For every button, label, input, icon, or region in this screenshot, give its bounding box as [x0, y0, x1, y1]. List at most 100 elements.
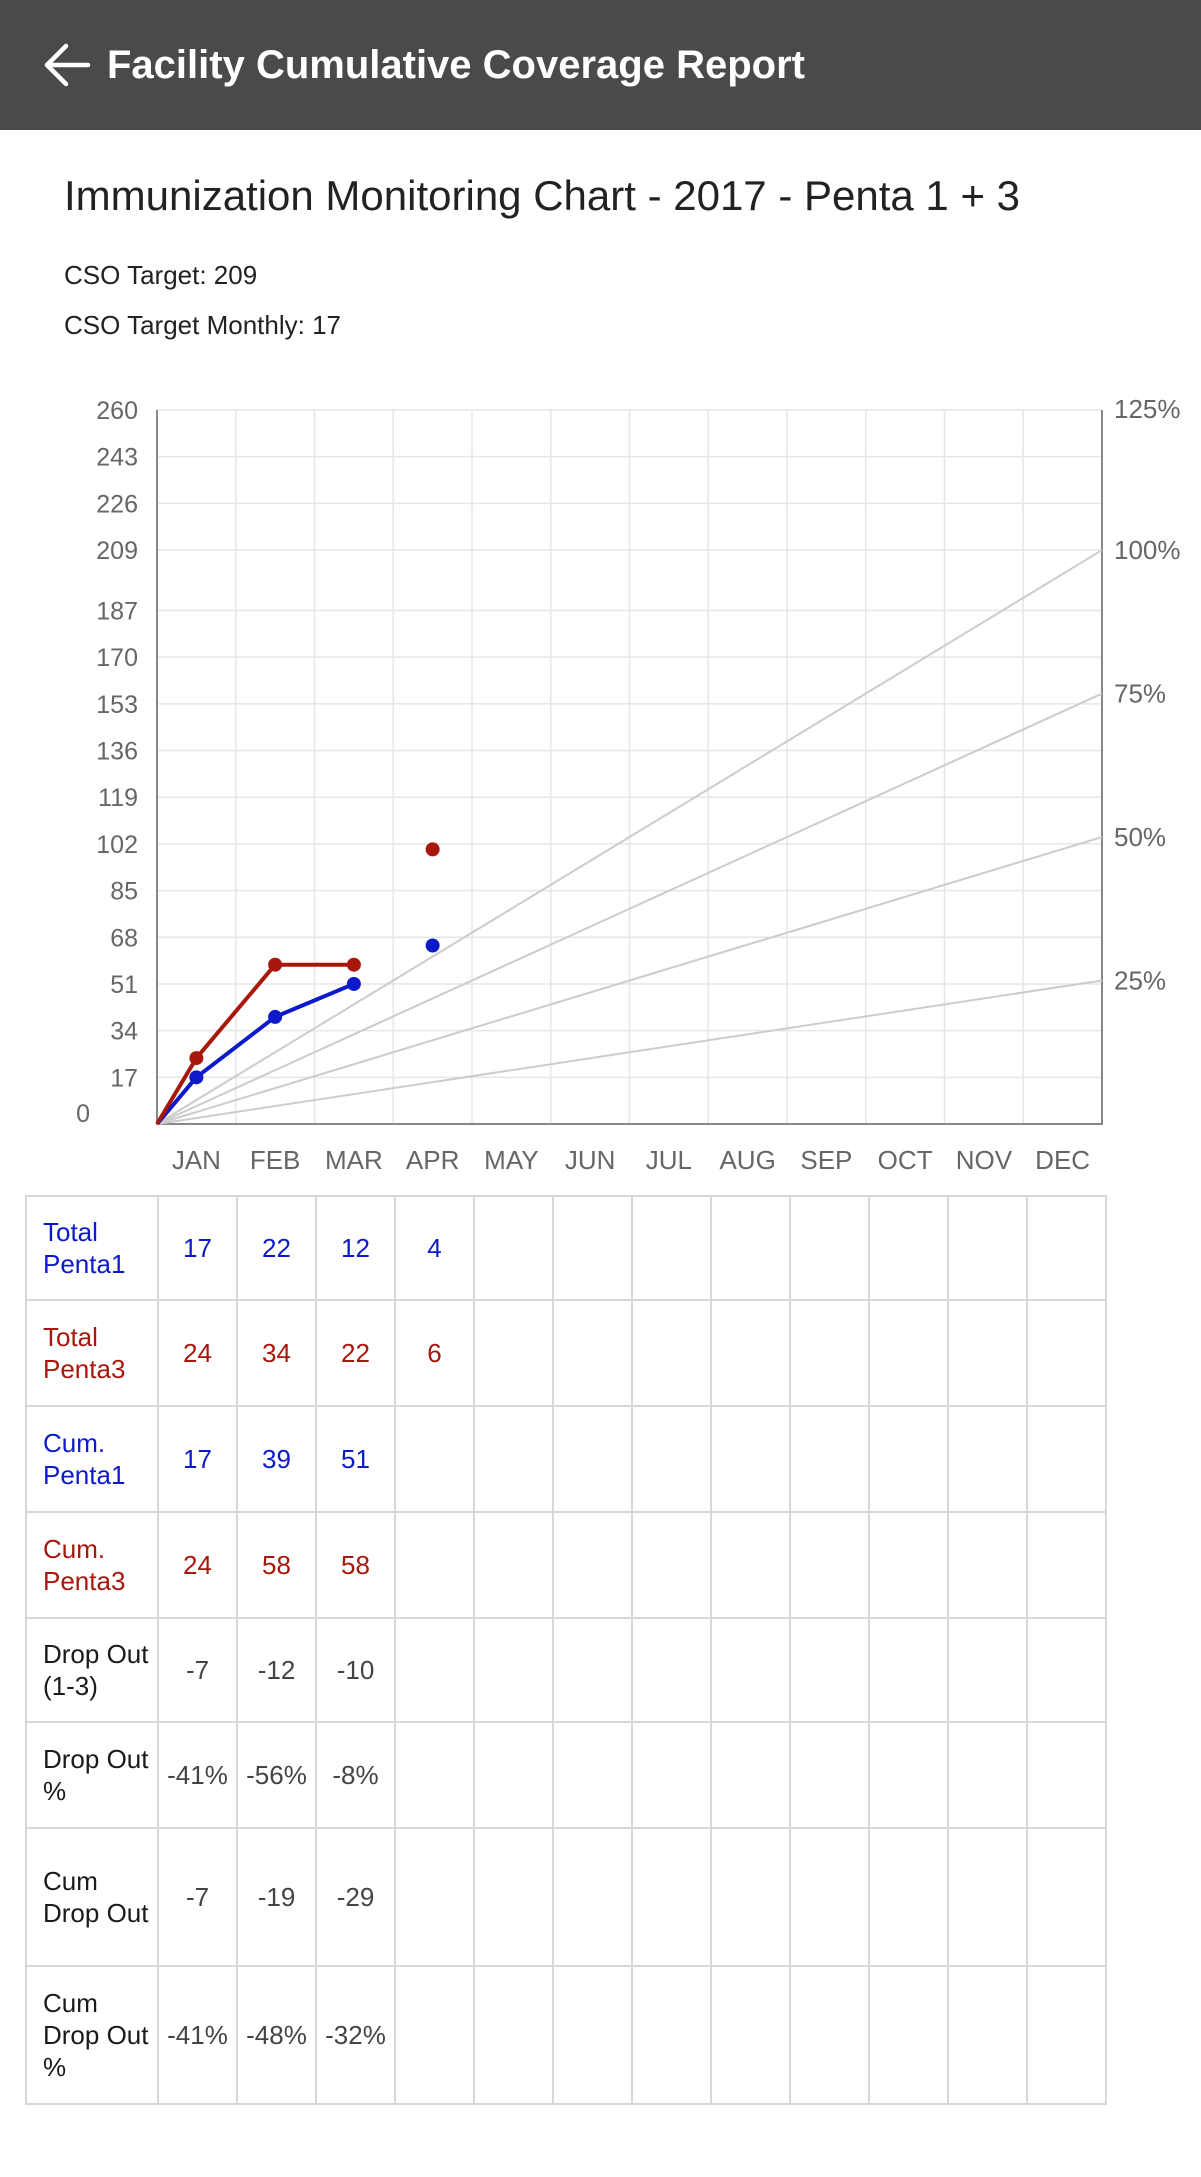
table-cell: -41% — [157, 1965, 238, 2105]
table-cell — [631, 1299, 712, 1407]
table-cell: -56% — [236, 1721, 317, 1829]
table-cell — [473, 1827, 554, 1967]
x-tick-label: MAR — [325, 1145, 383, 1175]
table-cell — [631, 1721, 712, 1829]
table-cell: -41% — [157, 1721, 238, 1829]
back-button[interactable] — [40, 40, 94, 90]
table-cell: -10 — [315, 1617, 396, 1723]
table-cell — [789, 1827, 870, 1967]
y-tick-label: 153 — [96, 691, 138, 719]
right-tick-label: 25% — [1114, 966, 1166, 996]
table-cell: 22 — [236, 1195, 317, 1301]
table-cell: -19 — [236, 1827, 317, 1967]
data-point-penta3 — [425, 842, 440, 857]
table-cell — [789, 1721, 870, 1829]
table-cell — [710, 1965, 791, 2105]
right-tick-label: 125% — [1114, 394, 1181, 424]
table-cell — [552, 1617, 633, 1723]
table-cell — [631, 1511, 712, 1619]
x-tick-label: JUL — [646, 1145, 692, 1175]
table-cell — [473, 1405, 554, 1513]
table-cell — [947, 1299, 1028, 1407]
row-label: Drop Out (1-3) — [25, 1617, 159, 1723]
x-tick-label: APR — [406, 1145, 459, 1175]
table-cell — [473, 1511, 554, 1619]
y-tick-label: 34 — [110, 1018, 138, 1046]
x-tick-label: SEP — [800, 1145, 852, 1175]
table-cell — [473, 1721, 554, 1829]
y-tick-label: 51 — [110, 971, 138, 999]
data-point-penta1 — [346, 976, 361, 991]
table-cell — [552, 1195, 633, 1301]
table-cell — [710, 1617, 791, 1723]
table-cell — [947, 1405, 1028, 1513]
table-cell: 24 — [157, 1511, 238, 1619]
table-cell: -48% — [236, 1965, 317, 2105]
table-row: Cum Drop Out % -41% -48% -32% — [25, 1965, 1107, 2105]
table-cell: -8% — [315, 1721, 396, 1829]
data-point-penta3 — [189, 1051, 204, 1066]
table-cell: 17 — [157, 1195, 238, 1301]
table-cell — [394, 1965, 475, 2105]
table-cell — [552, 1721, 633, 1829]
data-point-penta3 — [268, 957, 283, 972]
table-cell: 34 — [236, 1299, 317, 1407]
reference-line — [156, 979, 1103, 1125]
y-tick-label: 170 — [96, 644, 138, 672]
table-cell — [868, 1965, 949, 2105]
data-point-penta1 — [189, 1070, 204, 1085]
app-title: Facility Cumulative Coverage Report — [107, 43, 805, 87]
y-tick-label: 260 — [96, 397, 138, 425]
table-cell: 39 — [236, 1405, 317, 1513]
table-cell: 24 — [157, 1299, 238, 1407]
reference-line — [156, 692, 1103, 1125]
table-cell — [394, 1827, 475, 1967]
cso-target: CSO Target: 209 — [64, 260, 258, 290]
table-cell — [552, 1827, 633, 1967]
table-cell: 58 — [315, 1511, 396, 1619]
x-tick-label: JAN — [172, 1145, 221, 1175]
table-cell — [1026, 1195, 1107, 1301]
right-tick-label: 50% — [1114, 822, 1166, 852]
table-cell — [552, 1405, 633, 1513]
table-cell — [394, 1617, 475, 1723]
y-tick-label: 243 — [96, 444, 138, 472]
series-line-penta3 — [155, 962, 354, 1126]
x-tick-label: DEC — [1035, 1145, 1090, 1175]
right-tick-label: 75% — [1114, 679, 1166, 709]
table-cell: -7 — [157, 1617, 238, 1723]
table-cell — [552, 1299, 633, 1407]
table-cell — [947, 1721, 1028, 1829]
row-label: Cum. Penta1 — [25, 1405, 159, 1513]
table-cell — [1026, 1965, 1107, 2105]
table-cell — [789, 1617, 870, 1723]
x-tick-label: NOV — [956, 1145, 1013, 1175]
table-cell: 17 — [157, 1405, 238, 1513]
table-cell — [789, 1405, 870, 1513]
table-cell — [868, 1299, 949, 1407]
table-cell — [473, 1965, 554, 2105]
table-row: Total Penta1 17 22 12 4 — [25, 1195, 1107, 1301]
row-label: Total Penta3 — [25, 1299, 159, 1407]
table-cell — [947, 1617, 1028, 1723]
x-tick-label: JUN — [565, 1145, 616, 1175]
coverage-chart: 0 17 34 51 68 85 102 119 136 153 170 187 209 226 243 26… — [76, 394, 1181, 1175]
table-cell — [947, 1965, 1028, 2105]
y-tick-label: 102 — [96, 831, 138, 859]
table-cell: 22 — [315, 1299, 396, 1407]
table-cell — [631, 1827, 712, 1967]
row-label: Cum Drop Out % — [25, 1965, 159, 2105]
table-cell — [631, 1965, 712, 2105]
table-row: Cum. Penta1 17 39 51 — [25, 1405, 1107, 1513]
table-cell — [789, 1195, 870, 1301]
table-row: Cum. Penta3 24 58 58 — [25, 1511, 1107, 1619]
table-cell — [710, 1195, 791, 1301]
data-point-penta1 — [425, 938, 440, 953]
table-cell — [1026, 1721, 1107, 1829]
right-tick-label: 100% — [1114, 535, 1181, 565]
table-cell — [868, 1405, 949, 1513]
table-cell: 12 — [315, 1195, 396, 1301]
table-cell — [868, 1721, 949, 1829]
series-line-penta1 — [155, 982, 355, 1126]
table-cell — [1026, 1405, 1107, 1513]
